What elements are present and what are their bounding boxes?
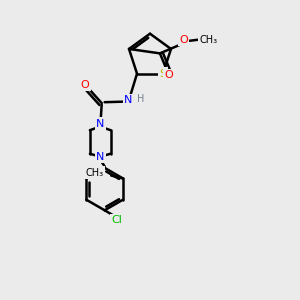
Text: O: O bbox=[80, 80, 89, 90]
Text: N: N bbox=[96, 119, 104, 129]
Text: CH₃: CH₃ bbox=[86, 168, 104, 178]
Text: Cl: Cl bbox=[111, 215, 122, 225]
Text: H: H bbox=[137, 94, 144, 104]
Text: N: N bbox=[96, 152, 104, 162]
Text: N: N bbox=[124, 95, 132, 105]
Text: S: S bbox=[159, 69, 167, 79]
Text: O: O bbox=[179, 35, 188, 45]
Text: CH₃: CH₃ bbox=[200, 35, 217, 45]
Text: O: O bbox=[164, 70, 173, 80]
